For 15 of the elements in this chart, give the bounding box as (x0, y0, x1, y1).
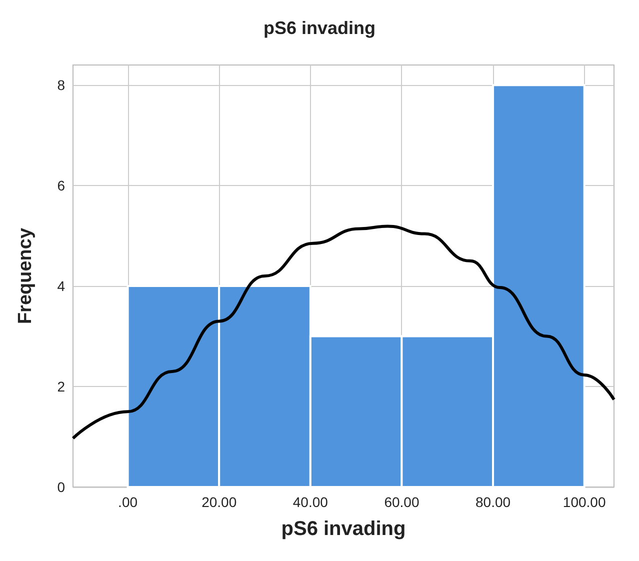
y-tick-label: 2 (57, 378, 66, 395)
x-axis-title: pS6 invading (281, 518, 406, 540)
y-tick-label: 4 (57, 278, 66, 294)
y-axis-title: Frequency (15, 228, 36, 324)
x-tick-label: 80.00 (475, 494, 511, 510)
chart-title: pS6 invading (263, 18, 376, 38)
x-tick-label: .00 (118, 494, 138, 510)
y-tick-label: 8 (57, 77, 66, 94)
y-tick-label: 0 (57, 479, 66, 495)
y-tick-label: 6 (57, 178, 66, 194)
x-tick-label: 40.00 (292, 494, 328, 510)
x-tick-label: 20.00 (202, 494, 237, 510)
x-tick-label: 60.00 (384, 494, 420, 510)
x-tick-label: 100.00 (562, 494, 606, 510)
line-series (72, 224, 616, 440)
